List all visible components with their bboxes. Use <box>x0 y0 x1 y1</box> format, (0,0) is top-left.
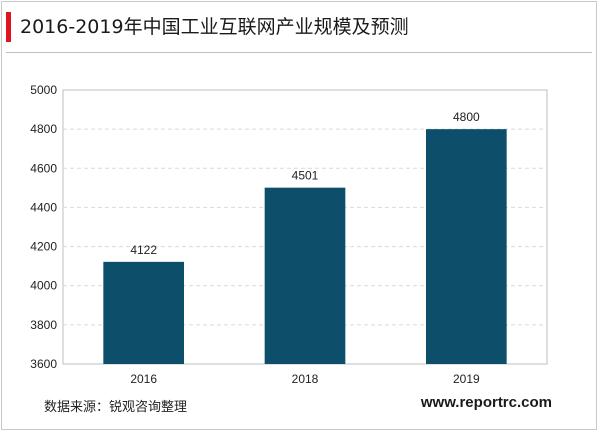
bar <box>103 261 184 364</box>
y-tick-label: 3800 <box>30 318 57 332</box>
data-source-note: 数据来源：锐观咨询整理 <box>44 400 188 415</box>
chart-title: 2016-2019年中国工业互联网产业规模及预测 <box>20 16 409 38</box>
y-tick-label: 5000 <box>30 83 57 97</box>
title-divider <box>6 52 592 53</box>
bar <box>426 129 507 364</box>
y-tick-label: 4800 <box>30 122 57 136</box>
data-label: 4501 <box>292 169 319 183</box>
y-tick-label: 4600 <box>30 161 57 175</box>
x-tick-label: 2019 <box>453 372 480 386</box>
website-watermark: www.reportrc.com <box>420 394 552 411</box>
x-tick-label: 2016 <box>130 372 157 386</box>
data-label: 4122 <box>130 243 157 257</box>
y-tick-label: 3600 <box>30 357 57 371</box>
x-tick-label: 2018 <box>292 372 319 386</box>
y-tick-label: 4400 <box>30 200 57 214</box>
data-label: 4800 <box>453 110 480 124</box>
title-accent-bar <box>6 12 11 42</box>
y-tick-label: 4200 <box>30 240 57 254</box>
y-tick-label: 4000 <box>30 279 57 293</box>
bar <box>264 187 346 364</box>
